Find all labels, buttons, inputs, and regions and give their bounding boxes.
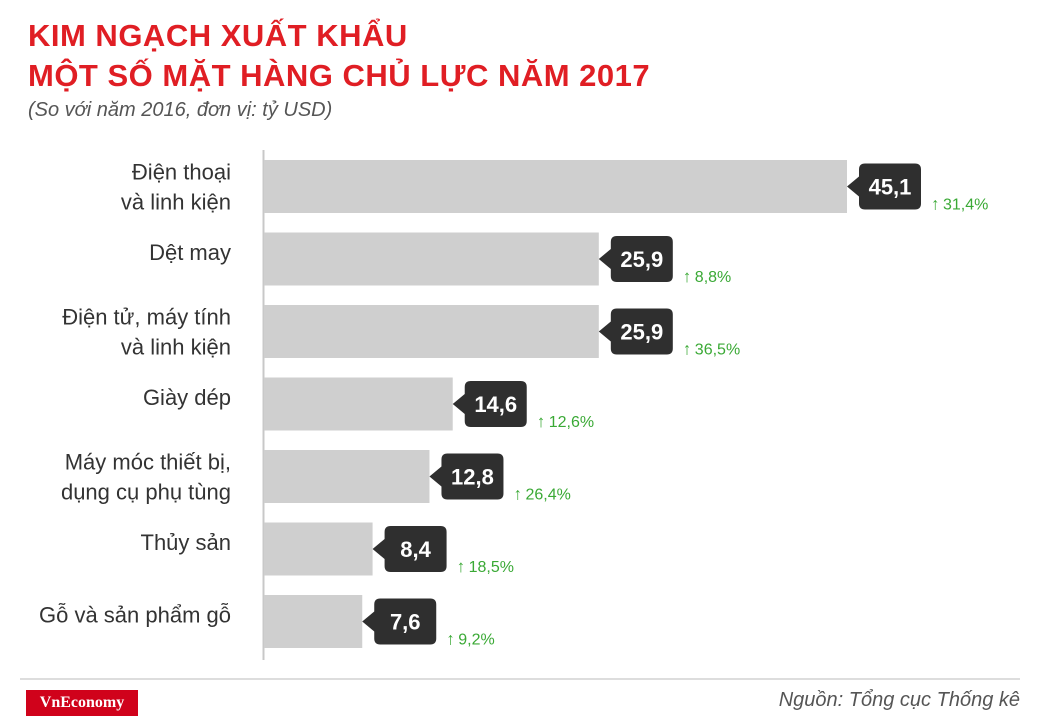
chart-subtitle: (So với năm 2016, đơn vị: tỷ USD) [28, 99, 333, 121]
value-callout-6 [372, 526, 447, 572]
growth-arrow-icon-6: ↑ [457, 557, 466, 576]
bar-6 [264, 522, 373, 576]
value-label-3: 25,9 [620, 320, 663, 345]
category-label-line: Thủy sản [141, 530, 232, 555]
value-label-1: 45,1 [869, 175, 912, 200]
bar-3 [264, 305, 599, 358]
growth-label-7: 9,2% [458, 632, 494, 649]
value-label-7: 7,6 [390, 610, 421, 635]
category-label-line: Giày dép [143, 385, 231, 410]
value-callout-1 [847, 163, 921, 210]
value-label-4: 14,6 [474, 392, 517, 417]
source-note: Nguồn: Tổng cục Thống kê [778, 689, 1020, 711]
category-label-5: Máy móc thiết bị, dụng cụ phụ tùng [61, 450, 231, 505]
category-label-line: Dệt may [149, 240, 231, 265]
value-label-6: 8,4 [400, 537, 431, 562]
value-callout-7 [362, 598, 437, 645]
bar-4 [264, 377, 453, 431]
value-label-5: 12,8 [451, 465, 494, 490]
growth-label-5: 26,4% [525, 487, 570, 504]
growth-label-6: 18,5% [469, 559, 514, 576]
category-label-line: và linh kiện [121, 190, 231, 215]
category-label-6: Thủy sản [141, 530, 232, 555]
category-label-line: Máy móc thiết bị, [65, 450, 231, 475]
category-label-line: Điện thoại [132, 160, 231, 185]
growth-label-2: 8,8% [695, 269, 731, 286]
category-label-line: Điện tử, máy tính [62, 305, 231, 330]
category-label-4: Giày dép [143, 385, 231, 410]
growth-arrow-icon-4: ↑ [537, 412, 546, 431]
bar-5 [264, 450, 430, 503]
chart-title-line-1: KIM NGẠCH XUẤT KHẨU [28, 18, 408, 53]
category-label-line: Gỗ và sản phẩm gỗ [39, 603, 231, 628]
bar-1 [264, 160, 847, 213]
value-callout-2 [598, 236, 673, 282]
vneconomy-logo: VnEconomy [26, 690, 138, 716]
bar-7 [264, 595, 363, 648]
category-label-3: Điện tử, máy tính và linh kiện [62, 305, 231, 360]
category-label-7: Gỗ và sản phẩm gỗ [39, 603, 231, 628]
growth-arrow-icon-5: ↑ [513, 485, 522, 504]
category-label-1: Điện thoại và linh kiện [121, 160, 231, 215]
growth-arrow-icon-7: ↑ [446, 630, 455, 649]
value-callout-4 [452, 381, 527, 427]
growth-label-4: 12,6% [549, 414, 594, 431]
value-label-2: 25,9 [620, 247, 663, 272]
value-callout-5 [429, 453, 504, 500]
growth-label-1: 31,4% [943, 197, 988, 214]
chart-title-line-2: MỘT SỐ MẶT HÀNG CHỦ LỰC NĂM 2017 [28, 58, 651, 93]
category-label-line: và linh kiện [121, 335, 231, 360]
growth-arrow-icon-2: ↑ [683, 267, 692, 286]
growth-arrow-icon-1: ↑ [931, 195, 940, 214]
bar-2 [264, 232, 599, 286]
value-callout-3 [598, 308, 673, 355]
growth-label-3: 36,5% [695, 342, 740, 359]
growth-arrow-icon-3: ↑ [683, 340, 692, 359]
category-label-2: Dệt may [149, 240, 231, 265]
category-label-line: dụng cụ phụ tùng [61, 480, 231, 505]
